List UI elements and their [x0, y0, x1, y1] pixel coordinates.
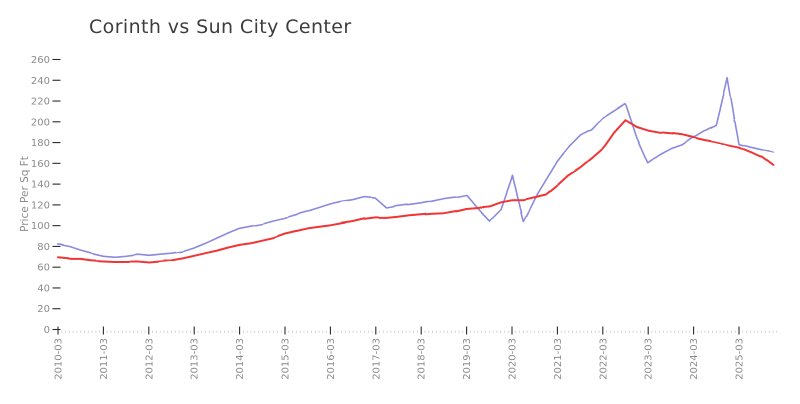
y-tick-label: 40 [37, 283, 50, 294]
y-tick-label: 20 [37, 304, 50, 315]
chart-title: Corinth vs Sun City Center [89, 16, 352, 38]
x-tick-label: 2020-03 [508, 338, 519, 380]
y-tick-label: 180 [31, 138, 50, 149]
plot-layer: 2010-03 2011-03 2012-03 2013-03 2014-03 2015-… [31, 55, 778, 380]
x-tick-label: 2013-03 [190, 338, 201, 380]
x-tick-label: 2016-03 [326, 338, 337, 380]
x-tick-label: 2018-03 [417, 338, 428, 380]
x-tick-label: 2014-03 [235, 338, 246, 380]
x-tick-label: 2023-03 [644, 338, 655, 380]
x-tick-label: 2021-03 [553, 338, 564, 380]
y-tick-label: 240 [31, 76, 50, 87]
y-tick-label: 100 [31, 221, 50, 232]
x-tick-label: 2019-03 [462, 338, 473, 380]
x-tick-label: 2022-03 [598, 338, 609, 380]
y-tick-label: 220 [31, 97, 50, 108]
x-tick-label: 2010-03 [54, 338, 65, 380]
x-tick-label: 2025-03 [735, 338, 746, 380]
y-tick-label: 80 [37, 242, 50, 253]
y-tick-label: 0 [44, 325, 50, 336]
y-tick-label: 140 [31, 180, 50, 191]
x-tick-label: 2017-03 [371, 338, 382, 380]
series-line-sun-city-center [57, 118, 774, 264]
x-tick-label: 2011-03 [99, 338, 110, 380]
y-tick-label: 200 [31, 117, 50, 128]
y-tick-label: 120 [31, 200, 50, 211]
y-tick-label: 160 [31, 159, 50, 170]
x-tick-label: 2012-03 [144, 338, 155, 380]
y-tick-label: 260 [31, 55, 50, 66]
y-axis-label: Price Per Sq Ft [19, 156, 31, 232]
series-line-corinth [57, 77, 774, 258]
x-tick-label: 2024-03 [689, 338, 700, 380]
x-tick-label: 2015-03 [281, 338, 292, 380]
y-tick-label: 60 [37, 263, 50, 274]
